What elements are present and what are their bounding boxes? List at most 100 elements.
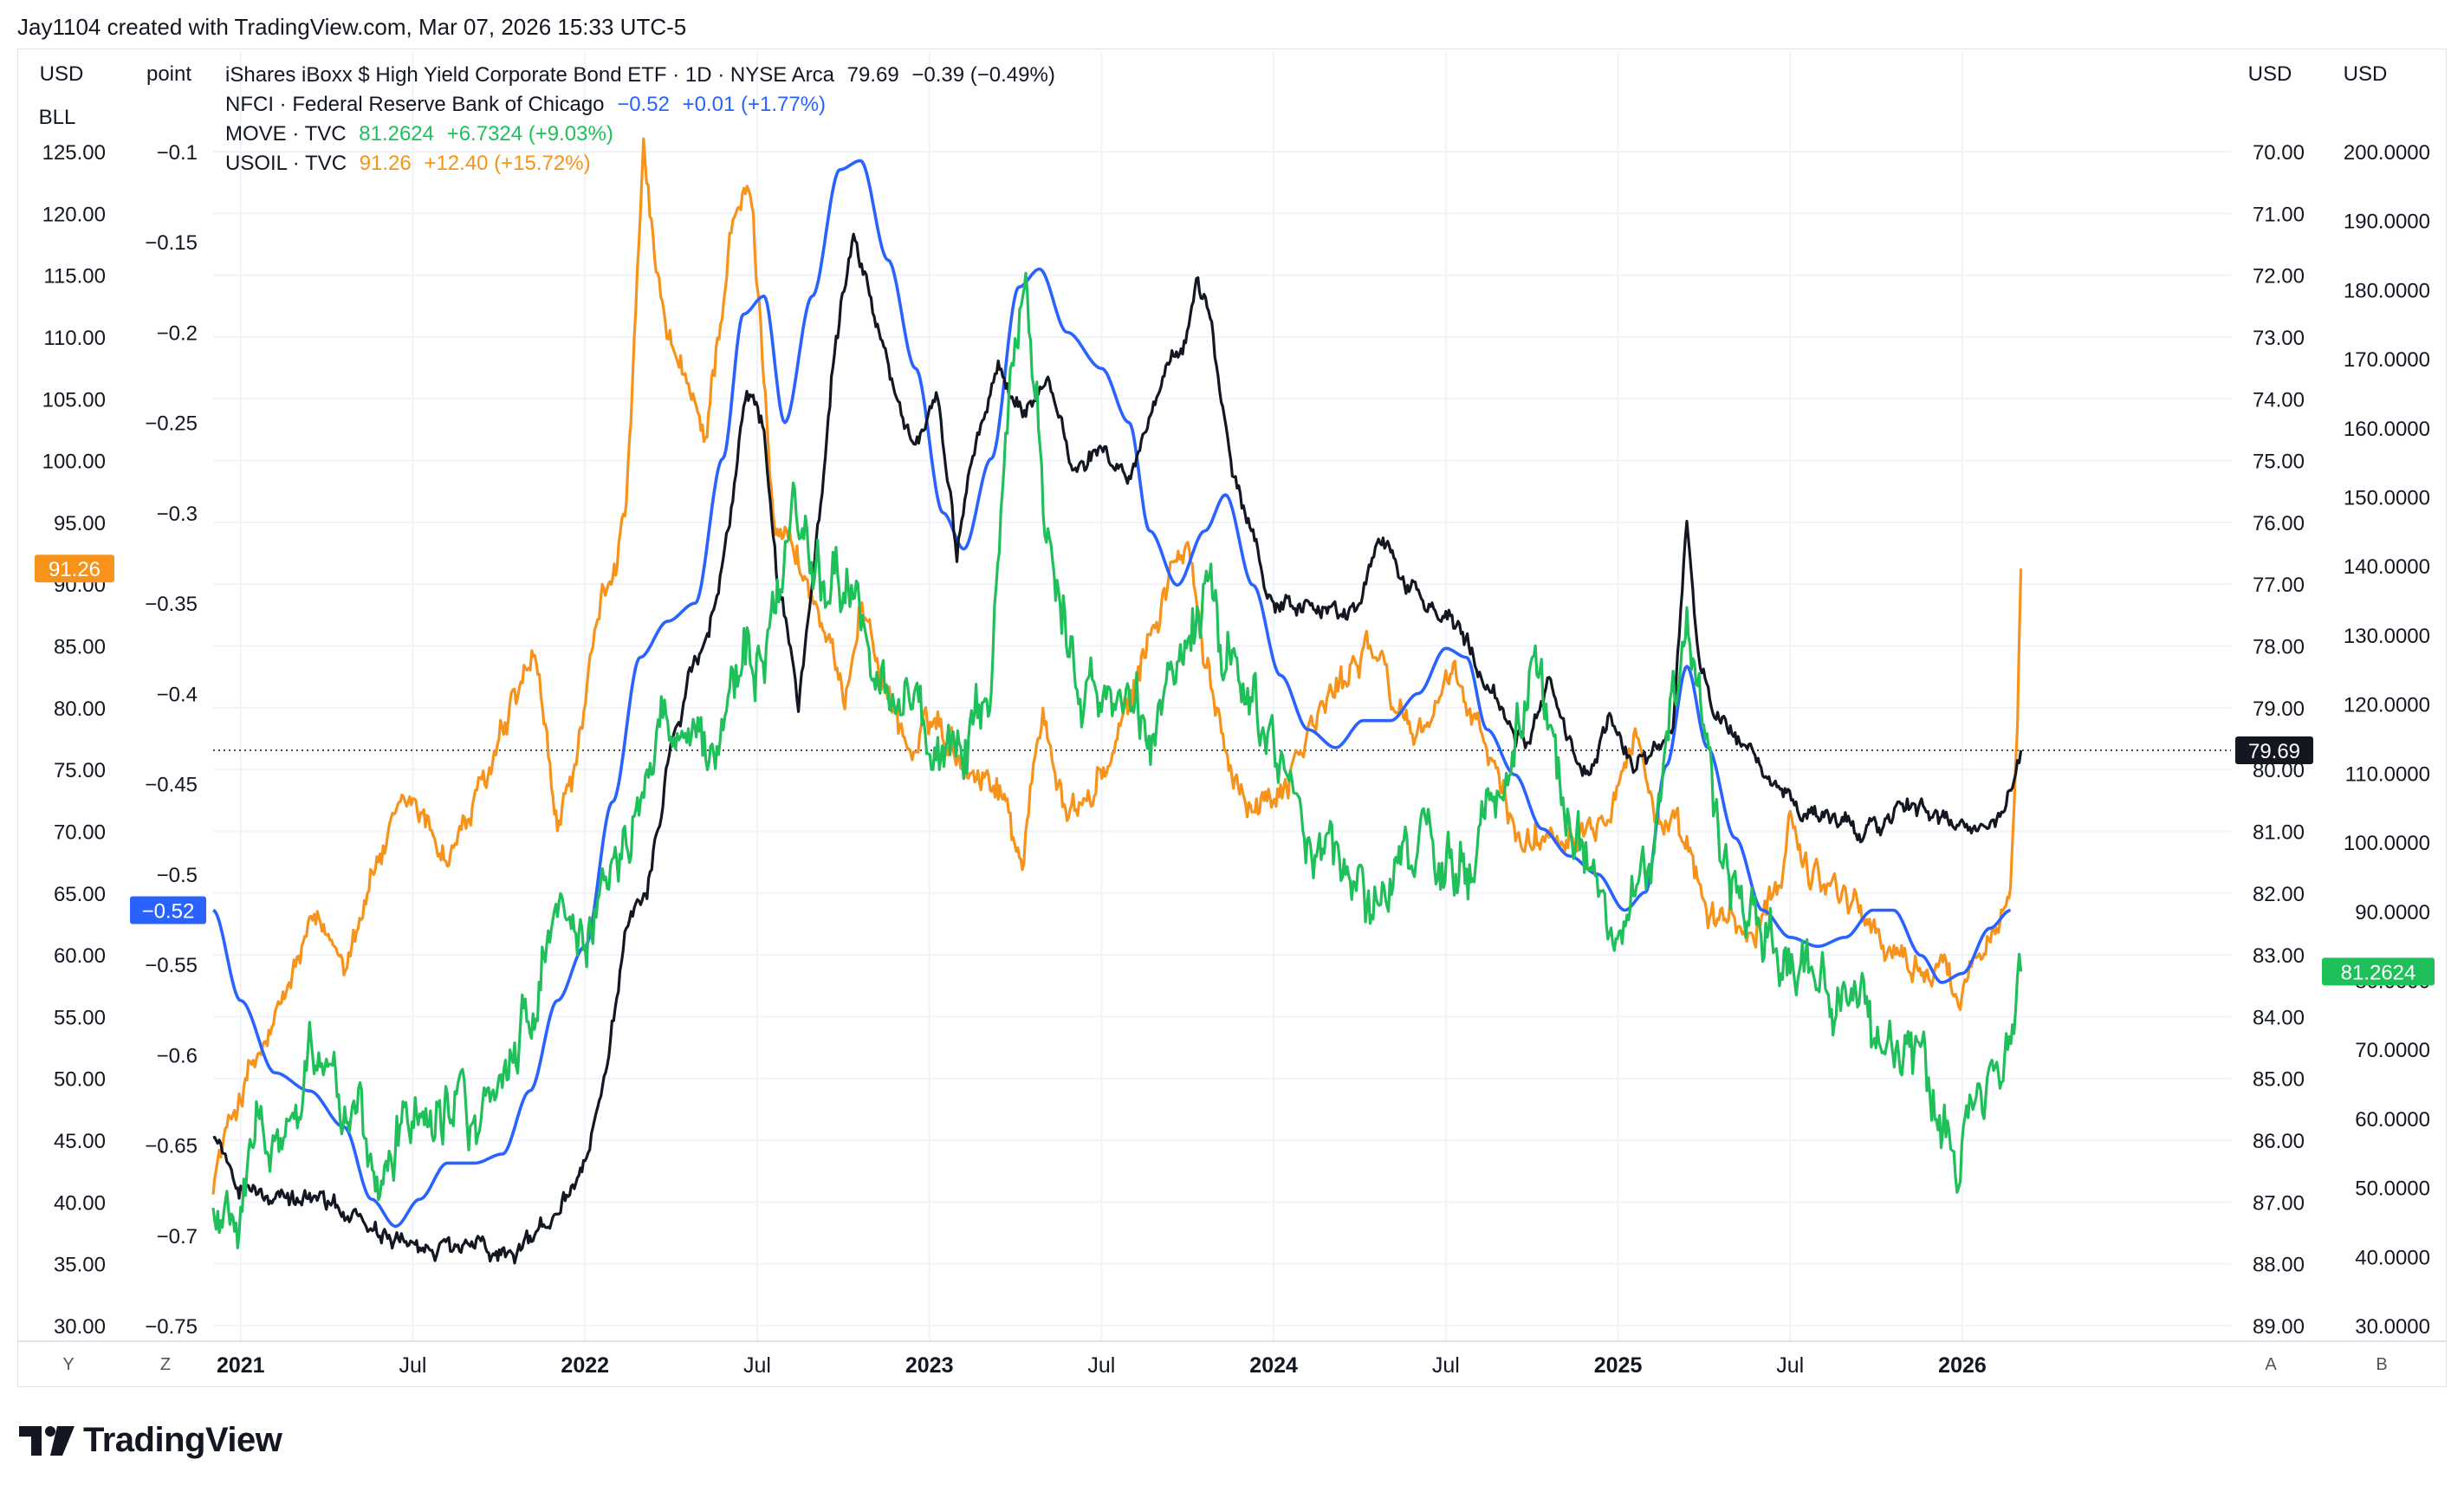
- series-line-oil: [211, 137, 2023, 1195]
- hyg-axis-tick-label: 77.00: [2253, 574, 2305, 597]
- oil-axis-tick-label: 65.00: [54, 883, 106, 906]
- last-value-label-move: 81.2624: [2322, 957, 2435, 986]
- time-axis-tick-label: 2026: [1938, 1353, 1987, 1378]
- legend-name: USOIL · TVC: [225, 152, 347, 175]
- move-axis-tick-label: 70.0000: [2355, 1039, 2430, 1062]
- move-axis-tick-label: 180.0000: [2344, 279, 2430, 302]
- last-value-text-hyg: 79.69: [2248, 740, 2300, 763]
- legend-change: +0.01 (+1.77%): [682, 93, 827, 116]
- oil-axis-tick-label: 50.00: [54, 1068, 106, 1092]
- oil-axis-tick-label: 95.00: [54, 512, 106, 535]
- unit-button-bll[interactable]: BLL: [38, 106, 76, 129]
- currency-button-move[interactable]: USD: [2343, 62, 2388, 86]
- move-axis-tick-label: 140.0000: [2344, 555, 2430, 579]
- axis-toggle-y[interactable]: Y: [62, 1354, 75, 1374]
- oil-axis-tick-label: 55.00: [54, 1006, 106, 1029]
- nfci-axis-tick-label: −0.15: [145, 231, 198, 255]
- legend-row-usoil[interactable]: USOIL · TVC 91.26 +12.40 (+15.72%): [225, 149, 1062, 178]
- axis-toggle-z[interactable]: Z: [159, 1354, 172, 1374]
- nfci-axis-tick-label: −0.7: [157, 1225, 198, 1249]
- nfci-axis-tick-label: −0.6: [157, 1044, 198, 1067]
- nfci-axis-tick-label: −0.2: [157, 321, 198, 345]
- move-axis-tick-label: 100.0000: [2344, 832, 2430, 855]
- hyg-axis-tick-label: 83.00: [2253, 944, 2305, 968]
- last-value-label-hyg: 79.69: [2235, 736, 2313, 765]
- hyg-axis-tick-label: 70.00: [2253, 141, 2305, 165]
- unit-button-nfci[interactable]: point: [146, 62, 192, 86]
- hyg-axis-tick-label: 72.00: [2253, 265, 2305, 289]
- move-axis-tick-label: 200.0000: [2344, 141, 2430, 165]
- chart-frame: [17, 49, 2447, 1387]
- hyg-axis-tick-label: 88.00: [2253, 1254, 2305, 1277]
- oil-axis-tick-label: 30.00: [54, 1315, 106, 1339]
- legend-row-nfci[interactable]: NFCI · Federal Reserve Bank of Chicago −…: [225, 90, 1062, 120]
- hyg-axis-tick-label: 75.00: [2253, 451, 2305, 474]
- tradingview-logo-icon: [19, 1425, 75, 1456]
- hyg-axis-tick-label: 87.00: [2253, 1191, 2305, 1215]
- legend-value: −0.52: [617, 93, 670, 116]
- time-axis-tick-label: Jul: [399, 1353, 427, 1378]
- time-axis-tick-label: Jul: [1776, 1353, 1804, 1378]
- axis-toggle-b[interactable]: B: [2376, 1354, 2388, 1374]
- currency-button-hyg[interactable]: USD: [2247, 62, 2292, 86]
- hyg-axis: 70.00 71.00 72.00 73.00 74.00 75.00 76.00 77.00…: [2253, 141, 2305, 1339]
- tradingview-brand-text: TradingView: [83, 1421, 282, 1459]
- last-value-labels: 91.26 −0.52 79.69 81.2624: [35, 555, 2435, 986]
- oil-axis-tick-label: 75.00: [54, 759, 106, 782]
- hyg-axis-tick-label: 86.00: [2253, 1130, 2305, 1153]
- series-line-hyg: [212, 232, 2023, 1265]
- oil-price-axis: 125.00 120.00 115.00 110.00 105.00 100.00 95.0…: [42, 141, 106, 1339]
- move-axis-tick-label: 50.0000: [2355, 1177, 2430, 1201]
- nfci-axis-tick-label: −0.75: [145, 1315, 198, 1339]
- last-value-text-nfci: −0.52: [142, 900, 195, 924]
- nfci-axis-tick-label: −0.65: [145, 1135, 198, 1158]
- move-axis-tick-label: 110.0000: [2345, 762, 2430, 786]
- time-axis-tick-label: Jul: [1432, 1353, 1460, 1378]
- last-value-text-oil: 91.26: [49, 558, 101, 581]
- hyg-axis-tick-label: 82.00: [2253, 883, 2305, 906]
- time-axis-tick-label: 2022: [561, 1353, 609, 1378]
- move-axis-tick-label: 170.0000: [2344, 348, 2430, 372]
- series-layer: [211, 137, 2231, 1265]
- legend-row-hyg[interactable]: iShares iBoxx $ High Yield Corporate Bon…: [225, 61, 1062, 90]
- nfci-axis-tick-label: −0.45: [145, 774, 198, 797]
- series-line-move: [211, 271, 2023, 1249]
- time-axis-tick-label: Jul: [1087, 1353, 1115, 1378]
- last-value-text-move: 81.2624: [2341, 961, 2416, 984]
- time-axis-tick-label: 2023: [905, 1353, 954, 1378]
- time-axis-tick-label: 2021: [217, 1353, 265, 1378]
- nfci-axis-tick-label: −0.3: [157, 503, 198, 526]
- time-axis: 2021 Jul 2022 Jul 2023 Jul 2024 Jul 2025 Jul 2026: [17, 1340, 2447, 1378]
- legend-row-move[interactable]: MOVE · TVC 81.2624 +6.7324 (+9.03%): [225, 120, 1062, 149]
- move-axis: 200.0000 190.0000 180.0000 170.0000 160.0000…: [2344, 141, 2430, 1339]
- tradingview-logo[interactable]: TradingView: [19, 1421, 282, 1460]
- nfci-axis-tick-label: −0.25: [145, 412, 198, 436]
- axis-toggle-a[interactable]: A: [2265, 1354, 2277, 1374]
- move-axis-tick-label: 30.0000: [2355, 1315, 2430, 1339]
- oil-axis-tick-label: 80.00: [54, 697, 106, 721]
- hyg-axis-tick-label: 78.00: [2253, 636, 2305, 659]
- nfci-axis-tick-label: −0.4: [157, 683, 198, 706]
- currency-button-oil[interactable]: USD: [39, 62, 84, 86]
- legend-value: 91.26: [359, 152, 412, 175]
- hyg-axis-tick-label: 81.00: [2253, 821, 2305, 844]
- hyg-axis-tick-label: 73.00: [2253, 327, 2305, 350]
- time-axis-tick-label: 2024: [1249, 1353, 1298, 1378]
- legend-value: 79.69: [846, 63, 899, 87]
- last-value-label-nfci: −0.52: [130, 896, 206, 924]
- oil-axis-tick-label: 125.00: [42, 141, 106, 165]
- move-axis-tick-label: 40.0000: [2355, 1246, 2430, 1269]
- oil-axis-tick-label: 35.00: [54, 1254, 106, 1277]
- nfci-axis-tick-label: −0.1: [157, 141, 198, 165]
- oil-axis-tick-label: 60.00: [54, 944, 106, 968]
- hyg-axis-tick-label: 76.00: [2253, 512, 2305, 535]
- hyg-axis-tick-label: 74.00: [2253, 388, 2305, 412]
- hyg-axis-tick-label: 89.00: [2253, 1315, 2305, 1339]
- grid: [213, 52, 2231, 1343]
- oil-axis-tick-label: 115.00: [43, 265, 106, 289]
- time-axis-tick-label: 2025: [1594, 1353, 1643, 1378]
- move-axis-tick-label: 130.0000: [2344, 625, 2430, 648]
- oil-axis-tick-label: 45.00: [54, 1130, 106, 1153]
- oil-axis-tick-label: 40.00: [54, 1191, 106, 1215]
